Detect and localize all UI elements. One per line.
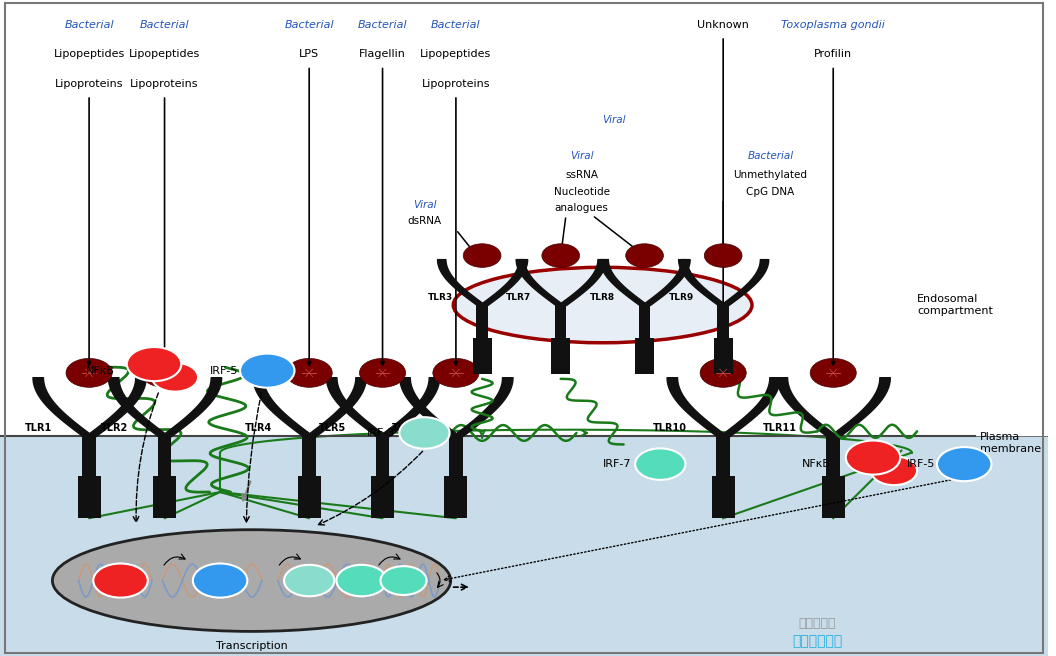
Bar xyxy=(555,305,566,338)
Text: CpG DNA: CpG DNA xyxy=(747,187,794,197)
Bar xyxy=(82,436,96,476)
Bar xyxy=(639,305,650,338)
Text: TLR10: TLR10 xyxy=(653,423,686,433)
Circle shape xyxy=(67,358,112,387)
Text: TLR2: TLR2 xyxy=(100,423,128,433)
Circle shape xyxy=(871,457,917,485)
Circle shape xyxy=(284,565,335,596)
Bar xyxy=(827,436,840,476)
Text: TLR9: TLR9 xyxy=(668,293,694,302)
Bar xyxy=(153,476,176,518)
Circle shape xyxy=(93,564,148,598)
Circle shape xyxy=(240,354,295,388)
Bar xyxy=(376,436,390,476)
Bar xyxy=(77,476,100,518)
Text: Lipopeptides: Lipopeptides xyxy=(129,49,201,59)
Text: TLR4: TLR4 xyxy=(245,423,272,433)
Text: Viral: Viral xyxy=(413,200,436,210)
Circle shape xyxy=(626,244,663,268)
Text: dsRNA: dsRNA xyxy=(408,216,441,226)
Bar xyxy=(714,338,733,374)
Bar xyxy=(298,476,321,518)
Text: Toxoplasma gondii: Toxoplasma gondii xyxy=(781,20,885,30)
Circle shape xyxy=(810,358,856,387)
Text: Bacterial: Bacterial xyxy=(139,20,189,30)
Bar xyxy=(822,476,845,518)
Circle shape xyxy=(380,566,427,595)
Circle shape xyxy=(542,244,580,268)
Text: TLR3: TLR3 xyxy=(428,293,453,302)
Text: Bacterial: Bacterial xyxy=(64,20,114,30)
Text: LPS: LPS xyxy=(299,49,319,59)
Text: TLR11: TLR11 xyxy=(762,423,796,433)
Bar xyxy=(0,0,1048,436)
Text: TLR5: TLR5 xyxy=(319,423,346,433)
Bar xyxy=(449,436,463,476)
Text: IRF-5: IRF-5 xyxy=(907,459,935,469)
Ellipse shape xyxy=(453,267,752,342)
Text: Profilin: Profilin xyxy=(814,49,852,59)
Bar xyxy=(371,476,394,518)
Circle shape xyxy=(937,447,992,482)
Circle shape xyxy=(142,358,188,387)
Circle shape xyxy=(433,358,479,387)
Circle shape xyxy=(635,449,685,480)
Text: Bacterial: Bacterial xyxy=(358,20,408,30)
Text: Transcription: Transcription xyxy=(215,642,287,651)
Circle shape xyxy=(464,244,501,268)
Text: Unknown: Unknown xyxy=(697,20,749,30)
Text: IRF-3: IRF-3 xyxy=(366,428,395,438)
Text: Unmethylated: Unmethylated xyxy=(733,171,808,180)
Text: 彩虹网址导航: 彩虹网址导航 xyxy=(792,634,843,649)
Bar xyxy=(302,436,316,476)
Ellipse shape xyxy=(53,530,451,631)
Bar xyxy=(473,338,491,374)
Bar xyxy=(717,305,729,338)
Bar xyxy=(716,436,730,476)
Text: Viral: Viral xyxy=(603,115,626,125)
Circle shape xyxy=(846,440,901,475)
Text: Endosomal
compartment: Endosomal compartment xyxy=(917,295,993,316)
Circle shape xyxy=(399,417,450,449)
Text: ssRNA: ssRNA xyxy=(565,171,598,180)
Text: IRF-7: IRF-7 xyxy=(603,459,631,469)
Bar xyxy=(0,436,1048,656)
Circle shape xyxy=(337,565,386,596)
Circle shape xyxy=(286,358,333,387)
Text: Bacterial: Bacterial xyxy=(431,20,480,30)
Text: Bacterial: Bacterial xyxy=(748,151,793,161)
Bar xyxy=(712,476,735,518)
Text: Lipopeptides: Lipopeptides xyxy=(54,49,125,59)
Circle shape xyxy=(359,358,406,387)
Text: NFκB: NFκB xyxy=(802,459,831,469)
Text: Viral: Viral xyxy=(570,151,593,161)
Text: analogues: analogues xyxy=(554,203,608,213)
Circle shape xyxy=(127,347,182,381)
Text: Bacterial: Bacterial xyxy=(284,20,334,30)
Bar xyxy=(635,338,654,374)
Bar xyxy=(157,436,171,476)
Text: Lipoproteins: Lipoproteins xyxy=(421,79,490,89)
Bar xyxy=(445,476,468,518)
Text: TLR1: TLR1 xyxy=(25,423,53,433)
Text: Lipopeptides: Lipopeptides xyxy=(420,49,491,59)
Text: Lipoproteins: Lipoproteins xyxy=(130,79,199,89)
Text: Nucleotide: Nucleotide xyxy=(553,187,609,197)
Text: Flagellin: Flagellin xyxy=(359,49,406,59)
Circle shape xyxy=(700,358,747,387)
Bar xyxy=(551,338,570,374)
Bar xyxy=(476,305,488,338)
Text: Plasma
membrane: Plasma membrane xyxy=(980,432,1041,453)
Text: TLR8: TLR8 xyxy=(590,293,616,302)
Text: 流式中文网: 流式中文网 xyxy=(798,617,836,630)
Text: TLR7: TLR7 xyxy=(506,293,531,302)
Text: Lipoproteins: Lipoproteins xyxy=(55,79,124,89)
Circle shape xyxy=(193,564,247,598)
Text: NFκB: NFκB xyxy=(86,365,115,376)
Text: IRF-5: IRF-5 xyxy=(209,365,238,376)
Text: TLR6: TLR6 xyxy=(392,423,419,433)
Circle shape xyxy=(152,363,199,392)
Circle shape xyxy=(704,244,742,268)
